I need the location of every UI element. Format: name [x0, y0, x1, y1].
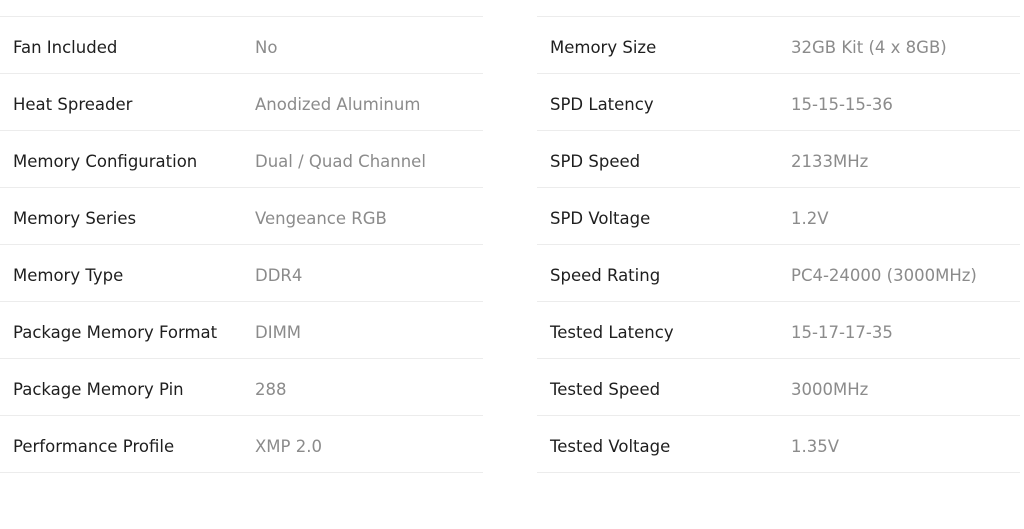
spec-value: 32GB Kit (4 x 8GB) [791, 38, 947, 57]
spec-row: SPD Speed 2133MHz [537, 131, 1020, 188]
spec-row: SPD Voltage 1.2V [537, 188, 1020, 245]
spec-label: Speed Rating [550, 266, 661, 285]
spec-row: Memory Type DDR4 [0, 245, 483, 302]
spec-value: 1.35V [791, 437, 840, 456]
spec-value: 3000MHz [791, 380, 869, 399]
spec-row: Memory Size 32GB Kit (4 x 8GB) [537, 17, 1020, 74]
spec-label: SPD Latency [550, 95, 654, 114]
spec-label: Memory Series [13, 209, 137, 228]
spec-row: Performance Profile XMP 2.0 [0, 416, 483, 473]
spec-value: 1.2V [791, 209, 829, 228]
spec-row: Speed Rating PC4-24000 (3000MHz) [537, 245, 1020, 302]
spec-label: Heat Spreader [13, 95, 133, 114]
spec-value: Anodized Aluminum [255, 95, 421, 114]
spec-row: Tested Voltage 1.35V [537, 416, 1020, 473]
spec-row: Tested Speed 3000MHz [537, 359, 1020, 416]
spec-label: SPD Voltage [550, 209, 651, 228]
spec-value: 288 [255, 380, 287, 399]
spec-row: Package Memory Pin 288 [0, 359, 483, 416]
spec-row: SPD Latency 15-15-15-36 [537, 74, 1020, 131]
spec-row: Heat Spreader Anodized Aluminum [0, 74, 483, 131]
spec-row: Fan Included No [0, 17, 483, 74]
spec-value: 15-17-17-35 [791, 323, 893, 342]
spec-value: Dual / Quad Channel [255, 152, 426, 171]
spec-value: 15-15-15-36 [791, 95, 893, 114]
spec-label: Memory Size [550, 38, 657, 57]
spec-row: Tested Latency 15-17-17-35 [537, 302, 1020, 359]
spec-row: Package Memory Format DIMM [0, 302, 483, 359]
spec-label: Tested Voltage [550, 437, 671, 456]
spec-label: Package Memory Pin [13, 380, 184, 399]
spec-label: Fan Included [13, 38, 118, 57]
spec-value: No [255, 38, 278, 57]
specs-table-right: Memory Size 32GB Kit (4 x 8GB) SPD Latency… [537, 16, 1020, 473]
spec-value: DIMM [255, 323, 302, 342]
spec-label: SPD Speed [550, 152, 641, 171]
spec-label: Memory Configuration [13, 152, 198, 171]
spec-label: Tested Speed [550, 380, 661, 399]
spec-value: Vengeance RGB [255, 209, 387, 228]
spec-label: Tested Latency [550, 323, 674, 342]
spec-value: 2133MHz [791, 152, 869, 171]
spec-label: Memory Type [13, 266, 124, 285]
spec-label: Performance Profile [13, 437, 175, 456]
spec-row: Memory Series Vengeance RGB [0, 188, 483, 245]
spec-row: Memory Configuration Dual / Quad Channel [0, 131, 483, 188]
spec-value: PC4-24000 (3000MHz) [791, 266, 977, 285]
spec-value: DDR4 [255, 266, 303, 285]
specs-table-left: Fan Included No Heat Spreader Anodized Alum… [0, 16, 483, 473]
spec-value: XMP 2.0 [255, 437, 322, 456]
spec-label: Package Memory Format [13, 323, 218, 342]
